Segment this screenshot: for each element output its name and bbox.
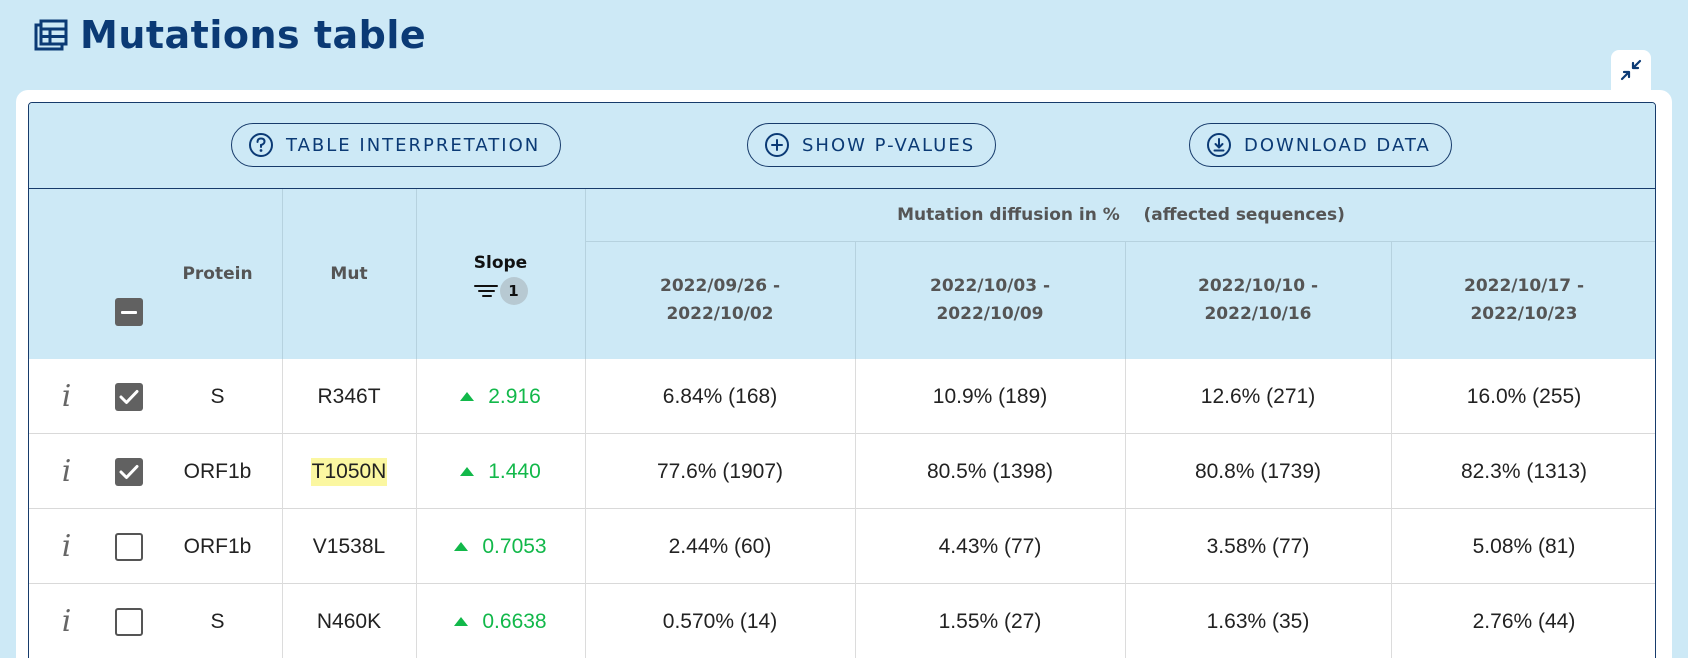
diffusion-cell: 6.84% (168) (662, 384, 778, 408)
diffusion-cell: 2.76% (44) (1472, 609, 1576, 633)
up-arrow-icon (460, 467, 475, 476)
week-column-header: 2022/09/26 - 2022/10/02 (585, 241, 855, 359)
slope-value: 0.6638 (482, 609, 547, 633)
page-header: Mutations table (34, 10, 426, 60)
slope-column-header[interactable]: Slope 1 (416, 189, 585, 359)
sort-icon (473, 285, 498, 297)
week-range-end: 2022/10/02 (666, 304, 774, 324)
diffusion-cell: 3.58% (77) (1206, 534, 1310, 558)
row-checkbox[interactable] (114, 382, 143, 411)
header-divider (585, 241, 1655, 242)
up-arrow-icon (460, 392, 475, 401)
slope-cell: 0.6638 (454, 609, 547, 634)
week-range-start: 2022/10/17 - (1463, 276, 1585, 296)
protein-cell: ORF1b (183, 534, 252, 558)
mutation-cell: V1538L (312, 534, 386, 558)
diffusion-cell: 12.6% (271) (1200, 384, 1316, 408)
diffusion-cell: 80.5% (1398) (926, 459, 1054, 483)
mutation-cell: N460K (316, 609, 382, 633)
row-checkbox[interactable] (114, 457, 143, 486)
week-column-header: 2022/10/17 - 2022/10/23 (1391, 241, 1655, 359)
up-arrow-icon (454, 617, 469, 626)
slope-value: 1.440 (488, 459, 541, 483)
info-icon[interactable]: i (61, 454, 72, 489)
table-interpretation-button[interactable]: TABLE INTERPRETATION (231, 123, 562, 167)
slope-cell: 0.7053 (454, 534, 547, 559)
show-p-values-button[interactable]: SHOW P-VALUES (747, 123, 997, 167)
diffusion-cell: 0.570% (14) (662, 609, 778, 633)
table-icon (34, 19, 68, 51)
diffusion-cell: 5.08% (81) (1472, 534, 1576, 558)
collapse-icon (1620, 59, 1642, 81)
diffusion-cell: 1.55% (27) (938, 609, 1042, 633)
protein-column-header: Protein (182, 264, 253, 284)
page-title: Mutations table (80, 13, 427, 57)
slope-label: Slope (473, 253, 528, 273)
diffusion-cell: 16.0% (255) (1466, 384, 1582, 408)
week-range-end: 2022/10/09 (936, 304, 1044, 324)
select-all-checkbox[interactable] (115, 298, 143, 326)
header-divider (416, 189, 417, 359)
mutation-cell: R346T (317, 384, 381, 408)
week-range-start: 2022/09/26 - (659, 276, 781, 296)
mutation-cell-highlighted: T1050N (310, 457, 388, 486)
collapse-button[interactable] (1611, 50, 1651, 90)
mutations-table: TABLE INTERPRETATION SHOW P-VALUES DOWNL… (28, 102, 1656, 658)
table-row: i ORF1b T1050N 1.440 77.6% (1907) 80.5% … (29, 434, 1655, 509)
plus-circle-icon (765, 133, 789, 157)
row-checkbox[interactable] (114, 532, 143, 561)
table-toolbar: TABLE INTERPRETATION SHOW P-VALUES DOWNL… (29, 103, 1655, 189)
diffusion-cell: 4.43% (77) (938, 534, 1042, 558)
up-arrow-icon (454, 542, 469, 551)
header-divider (585, 189, 586, 359)
show-p-values-label: SHOW P-VALUES (802, 134, 976, 156)
mutation-diffusion-group-header: Mutation diffusion in % (affected sequen… (897, 205, 1345, 225)
diffusion-cell: 82.3% (1313) (1460, 459, 1588, 483)
slope-value: 0.7053 (482, 534, 547, 558)
header-divider (1125, 241, 1126, 359)
sort-indicator[interactable]: 1 (473, 277, 528, 305)
diffusion-cell: 80.8% (1739) (1194, 459, 1322, 483)
download-circle-icon (1207, 133, 1231, 157)
table-header (29, 189, 1655, 359)
slope-cell: 2.916 (460, 385, 541, 409)
header-divider (1391, 241, 1392, 359)
protein-cell: S (210, 609, 225, 633)
protein-cell: S (210, 384, 225, 408)
diffusion-cell: 2.44% (60) (668, 534, 772, 558)
download-data-label: DOWNLOAD DATA (1244, 134, 1431, 156)
info-icon[interactable]: i (61, 379, 72, 414)
week-range-end: 2022/10/23 (1470, 304, 1578, 324)
check-icon (119, 464, 138, 479)
diffusion-cell: 10.9% (189) (932, 384, 1048, 408)
info-icon[interactable]: i (61, 604, 72, 639)
protein-cell: ORF1b (183, 459, 252, 483)
mut-column-header: Mut (330, 264, 368, 284)
slope-value: 2.916 (488, 384, 541, 408)
week-column-header: 2022/10/10 - 2022/10/16 (1125, 241, 1391, 359)
table-row: i ORF1b V1538L 0.7053 2.44% (60) 4.43% (… (29, 509, 1655, 584)
week-range-start: 2022/10/03 - (929, 276, 1051, 296)
table-row: i S R346T 2.916 6.84% (168) 10.9% (189) … (29, 359, 1655, 434)
diffusion-cell: 1.63% (35) (1206, 609, 1310, 633)
sort-rank-badge: 1 (499, 277, 528, 305)
diffusion-cell: 77.6% (1907) (656, 459, 784, 483)
slope-cell: 1.440 (460, 460, 541, 484)
row-checkbox[interactable] (114, 607, 143, 636)
download-data-button[interactable]: DOWNLOAD DATA (1189, 123, 1452, 167)
week-column-header: 2022/10/03 - 2022/10/09 (855, 241, 1125, 359)
info-icon[interactable]: i (61, 529, 72, 564)
week-range-end: 2022/10/16 (1204, 304, 1312, 324)
table-interpretation-label: TABLE INTERPRETATION (286, 134, 541, 156)
help-circle-icon (249, 133, 273, 157)
check-icon (119, 389, 138, 404)
week-range-start: 2022/10/10 - (1197, 276, 1319, 296)
table-row: i S N460K 0.6638 0.570% (14) 1.55% (27) … (29, 584, 1655, 658)
header-divider (282, 189, 283, 359)
header-divider (855, 241, 856, 359)
